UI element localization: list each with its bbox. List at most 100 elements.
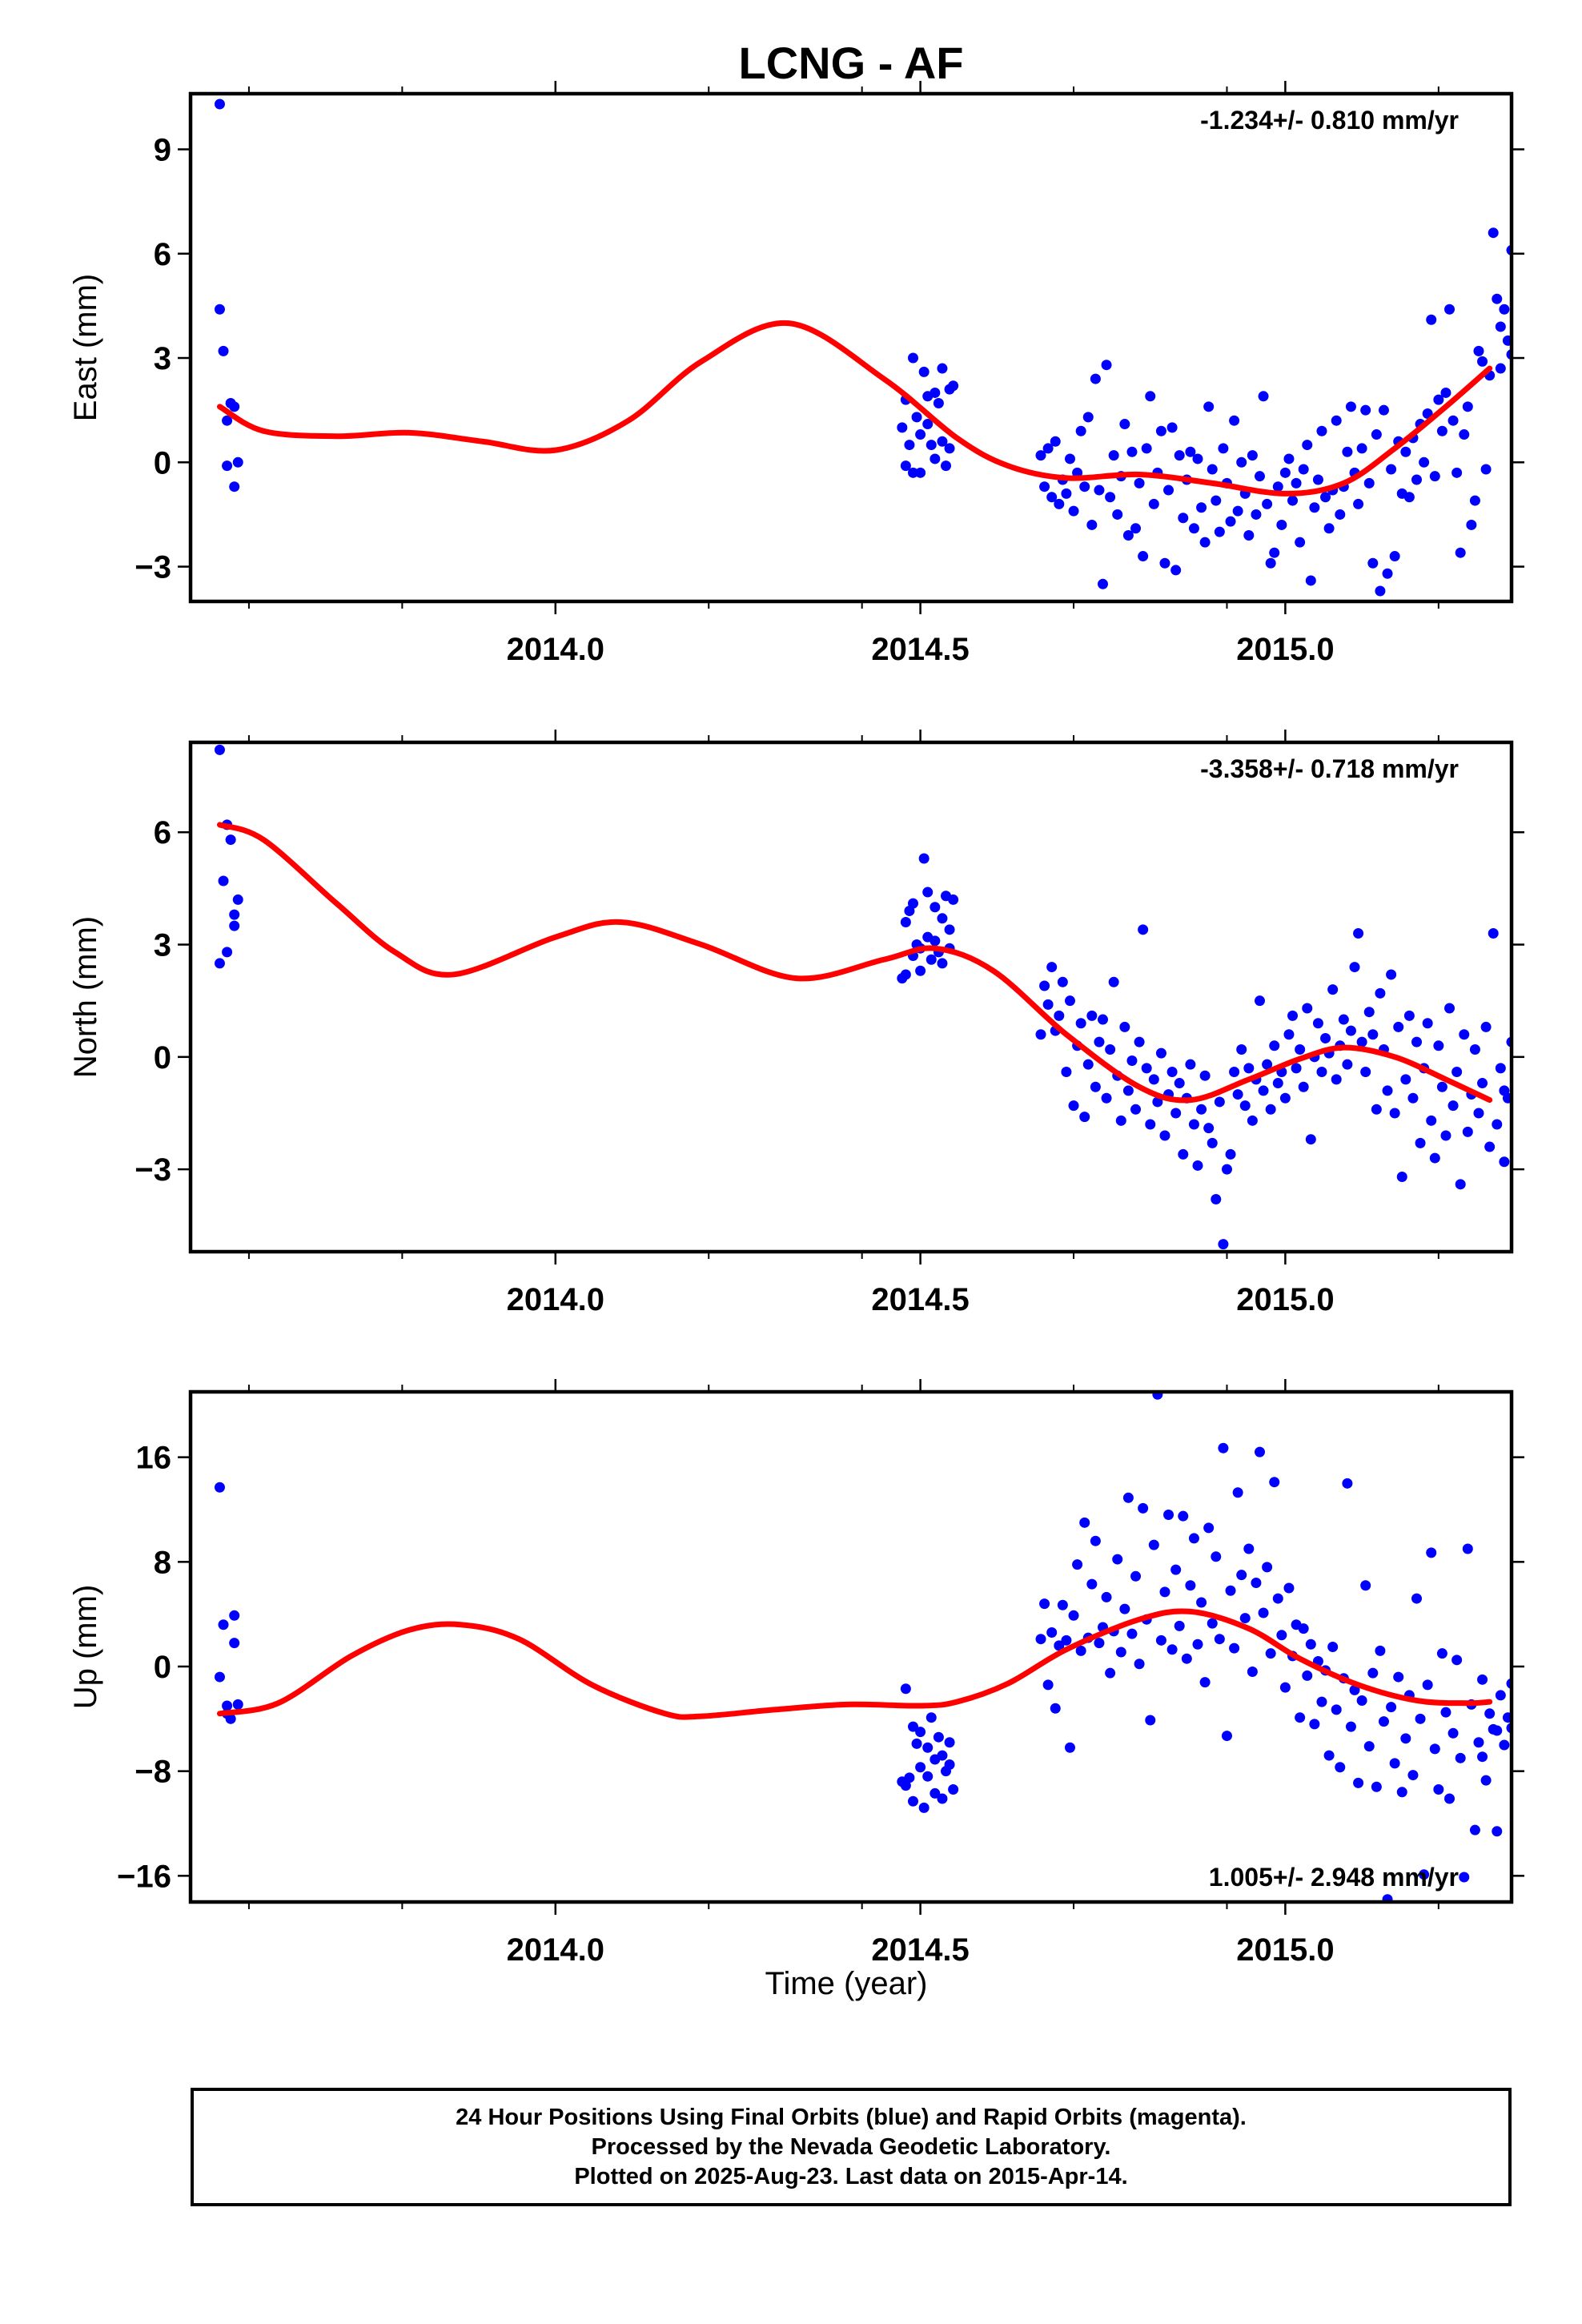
data-point [1363,477,1375,489]
data-point [1236,1043,1247,1055]
data-point [1145,1119,1156,1130]
data-point [900,916,911,927]
data-point [1229,1067,1240,1078]
data-point [1061,488,1072,499]
data-point [1211,1194,1222,1205]
rate-annotation-east: -1.234+/- 0.810 mm/yr [1200,106,1459,135]
data-point [1426,1547,1437,1558]
data-point [1371,1104,1382,1115]
data-point [1064,995,1075,1007]
data-point [1188,523,1199,534]
data-point [1138,1502,1149,1514]
data-point [1469,495,1480,506]
data-point [1098,1014,1109,1025]
data-point [1115,1115,1126,1126]
data-point [1305,575,1316,586]
data-point [915,429,926,440]
data-point [1492,1826,1503,1837]
points-east [214,99,1512,597]
data-point [1480,1775,1492,1786]
data-point [1312,474,1323,485]
data-point [1302,440,1313,451]
data-point [1166,422,1178,433]
data-point [214,304,225,315]
data-point [1042,1679,1054,1691]
data-point [1126,1055,1138,1066]
y-tick-label: −16 [117,1859,171,1894]
data-point [1447,1100,1459,1112]
data-point [926,440,937,451]
figure-title: LCNG - AF [739,38,964,88]
x-tick-label: 2014.0 [507,632,604,667]
data-point [1199,1677,1211,1688]
data-point [232,456,243,468]
data-point [1327,984,1339,995]
data-point [1353,498,1364,509]
data-point [1335,1762,1346,1773]
data-point [1514,1100,1524,1111]
data-point [1283,1582,1295,1594]
data-point [1035,1029,1046,1040]
data-point [1170,1108,1182,1119]
data-point [1243,1063,1255,1074]
data-point [1042,443,1054,454]
footer-box: 24 Hour Positions Using Final Orbits (bl… [191,2088,1512,2206]
x-tick-label: 2014.5 [871,632,969,667]
y-tick-label: −3 [135,550,171,585]
data-point [1396,1787,1407,1798]
data-point [1444,304,1456,315]
data-point [1302,1003,1313,1014]
data-point [1400,1733,1411,1744]
data-point [1134,1659,1145,1670]
data-point [229,401,240,412]
data-point [1331,1074,1342,1085]
data-point [1436,1648,1447,1659]
data-point [915,467,926,478]
data-point [1371,429,1382,440]
data-point [1477,356,1488,367]
data-point [1269,1040,1280,1051]
data-point [1170,565,1182,576]
data-point [1459,1029,1470,1040]
data-point [1400,446,1411,457]
data-point [1403,1010,1415,1021]
data-point [1444,1003,1456,1014]
data-point [1163,1510,1174,1521]
data-point [1199,1070,1211,1081]
data-point [1345,1721,1356,1732]
data-point [214,99,225,110]
y-axis-label-up: Up (mm) [68,1585,103,1710]
data-point [1258,391,1269,402]
data-point [1389,551,1400,562]
data-point [1105,1043,1116,1055]
data-point [1094,1638,1105,1649]
data-point [1342,446,1353,457]
data-point [1174,1078,1185,1089]
data-point [1316,1067,1327,1078]
data-point [1039,980,1050,991]
data-point [1455,547,1466,558]
data-point [930,387,941,398]
data-point [1495,363,1506,374]
data-point [1473,1737,1484,1748]
data-point [1469,1824,1480,1835]
data-point [1367,557,1379,569]
data-point [1115,1647,1126,1658]
data-point [1426,1115,1437,1126]
data-point [918,366,930,377]
data-point [1141,443,1152,454]
data-point [1054,1010,1065,1021]
data-point [1492,293,1503,304]
data-point [1279,1682,1291,1693]
data-point [1378,1716,1389,1727]
data-point [1225,1148,1236,1160]
data-point [1054,498,1065,509]
data-point [1499,304,1510,315]
data-point [1035,1634,1046,1645]
data-point [1502,335,1512,346]
data-point [1254,995,1265,1007]
data-point [1046,1627,1058,1638]
data-point [1075,1645,1086,1656]
data-point [1517,1716,1528,1727]
data-point [1101,1591,1112,1602]
